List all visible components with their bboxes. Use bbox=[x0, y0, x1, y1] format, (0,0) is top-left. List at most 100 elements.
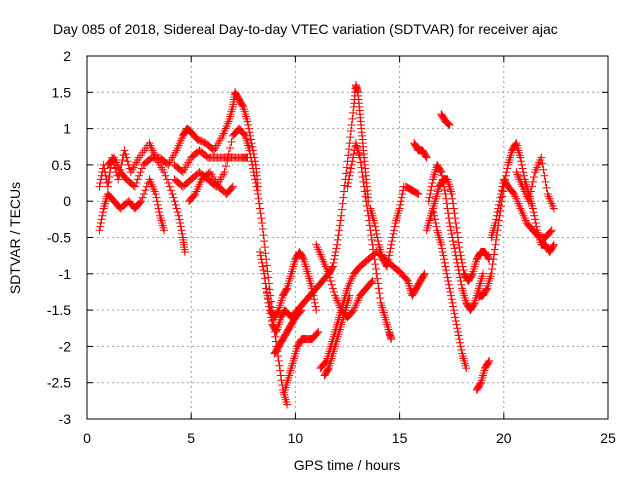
data-point bbox=[100, 164, 109, 173]
data-point bbox=[265, 302, 274, 311]
data-point bbox=[490, 250, 499, 259]
data-point bbox=[255, 248, 264, 257]
data-point bbox=[255, 199, 264, 208]
data-point bbox=[389, 229, 398, 238]
data-point bbox=[346, 168, 355, 177]
data-point bbox=[549, 204, 558, 213]
data-point bbox=[244, 120, 253, 129]
data-point bbox=[139, 189, 148, 198]
data-point bbox=[425, 193, 434, 202]
data-point bbox=[98, 211, 107, 220]
data-point bbox=[344, 175, 353, 184]
data-point bbox=[171, 200, 180, 209]
y-tick-label: 1 bbox=[63, 121, 71, 137]
data-point bbox=[98, 208, 107, 217]
data-point bbox=[244, 124, 253, 133]
data-point bbox=[161, 171, 170, 180]
data-point bbox=[456, 338, 465, 347]
data-point bbox=[328, 262, 337, 271]
data-point bbox=[375, 289, 384, 298]
y-tick-label: -2 bbox=[59, 338, 72, 354]
data-point bbox=[452, 255, 461, 264]
data-point bbox=[258, 258, 267, 267]
data-point bbox=[245, 146, 254, 155]
data-point bbox=[328, 263, 337, 272]
data-point bbox=[369, 245, 378, 254]
data-point bbox=[251, 175, 260, 184]
data-point bbox=[414, 189, 423, 198]
data-point bbox=[221, 162, 230, 171]
data-point bbox=[312, 306, 321, 315]
data-point bbox=[226, 143, 235, 152]
data-point bbox=[491, 218, 500, 227]
data-point bbox=[275, 361, 284, 370]
data-point bbox=[314, 327, 323, 336]
data-point bbox=[359, 177, 368, 186]
data-point bbox=[345, 291, 354, 300]
series-track-l bbox=[320, 291, 354, 380]
data-point bbox=[253, 189, 262, 198]
data-point bbox=[262, 284, 271, 293]
data-point bbox=[492, 211, 501, 220]
data-point bbox=[456, 277, 465, 286]
data-point bbox=[371, 260, 380, 269]
data-point bbox=[170, 197, 179, 206]
data-point bbox=[490, 245, 499, 254]
data-point bbox=[348, 307, 357, 316]
data-point bbox=[442, 199, 451, 208]
data-point bbox=[132, 179, 141, 188]
data-point bbox=[356, 158, 365, 167]
data-point bbox=[516, 153, 525, 162]
data-point bbox=[436, 166, 445, 175]
data-point bbox=[447, 291, 456, 300]
data-point bbox=[333, 240, 342, 249]
data-point bbox=[440, 255, 449, 264]
data-point bbox=[447, 226, 456, 235]
data-point bbox=[441, 262, 450, 271]
data-point bbox=[493, 208, 502, 217]
data-point bbox=[346, 133, 355, 142]
data-point bbox=[96, 179, 105, 188]
data-point bbox=[310, 295, 319, 304]
data-point bbox=[249, 164, 258, 173]
data-point bbox=[346, 127, 355, 136]
data-point bbox=[398, 189, 407, 198]
data-point bbox=[371, 226, 380, 235]
data-point bbox=[442, 194, 451, 203]
data-point bbox=[431, 215, 440, 224]
data-point bbox=[243, 117, 252, 126]
data-point bbox=[345, 171, 354, 180]
data-point bbox=[136, 198, 145, 207]
data-point bbox=[444, 120, 453, 129]
data-point bbox=[165, 182, 174, 191]
data-point bbox=[343, 182, 352, 191]
data-point bbox=[372, 269, 381, 278]
data-point bbox=[308, 287, 317, 296]
data-point bbox=[308, 284, 317, 293]
data-point bbox=[390, 222, 399, 231]
data-point bbox=[385, 251, 394, 260]
data-point bbox=[136, 168, 145, 177]
data-point bbox=[95, 182, 104, 191]
data-point bbox=[262, 287, 271, 296]
data-point bbox=[251, 179, 260, 188]
series-track-s bbox=[428, 204, 471, 373]
data-point bbox=[496, 193, 505, 202]
data-point bbox=[324, 269, 333, 278]
series-track-j bbox=[270, 306, 306, 358]
data-point bbox=[476, 379, 485, 388]
data-point bbox=[454, 266, 463, 275]
data-point bbox=[519, 168, 528, 177]
data-point bbox=[261, 249, 270, 258]
series-track-v bbox=[472, 356, 494, 394]
data-point bbox=[227, 183, 236, 192]
data-point bbox=[467, 271, 476, 280]
data-point bbox=[104, 177, 113, 186]
series-track-i bbox=[280, 327, 323, 394]
data-point bbox=[424, 197, 433, 206]
data-point bbox=[256, 251, 265, 260]
data-point bbox=[329, 287, 338, 296]
data-point bbox=[265, 298, 274, 307]
data-point bbox=[348, 157, 357, 166]
